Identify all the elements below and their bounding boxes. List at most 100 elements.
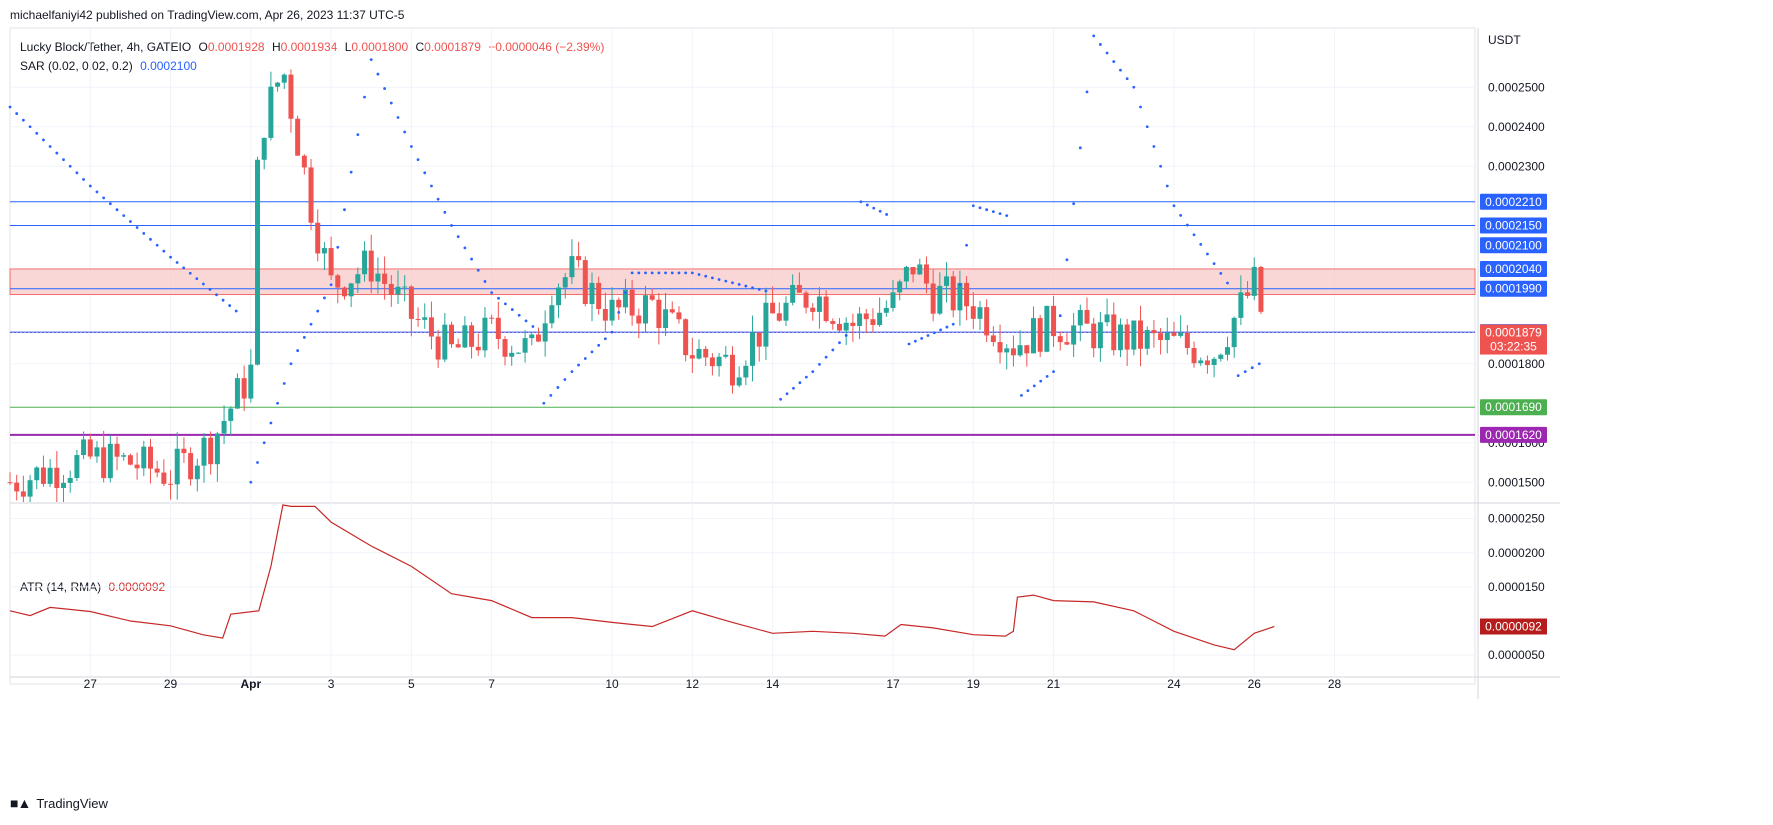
sar-dot [811,370,815,374]
candle-body [723,354,729,357]
axes: 27 29 Apr 3 5 7 10 12 14 17 19 21 24 26 28 0.0002500 0.0… [84,33,1545,691]
candle-body [897,281,903,293]
candle-body [362,250,368,275]
candle-body [549,305,555,324]
sar-dot [1139,105,1142,109]
candle-body [275,82,281,87]
candle-body [67,477,73,483]
atr-y-tick-label: 0.0000150 [1488,580,1545,594]
sar-dot [1098,43,1102,46]
sar-dot [1092,34,1096,38]
candle-body [281,74,287,83]
candle-body [221,420,227,434]
sar-dot [624,291,627,295]
sar-dot [8,105,12,109]
sar-dot [450,224,453,227]
price-tag [1480,280,1547,297]
price-tag-label: 0.0002150 [1485,219,1542,233]
candle-body [1084,309,1090,324]
candle-body [255,159,261,365]
sar-dot [1045,374,1049,378]
candle-body [1171,332,1177,336]
price-tag-label: 0.0002100 [1485,238,1542,252]
candle-body [1251,266,1257,296]
sar-dot [208,288,212,291]
candle-body [475,346,481,351]
sar-dot [1219,271,1223,275]
sar-dot [162,249,166,253]
sar-dot [1145,125,1149,129]
sar-dot [1250,366,1254,370]
sar-legend: SAR (0.02, 0.02, 0.2) 0.0002100 [20,59,197,73]
candle-body [830,321,836,324]
sar-dot [838,341,841,345]
sar-dot [824,355,828,359]
chart-canvas[interactable]: 27 29 Apr 3 5 7 10 12 14 17 19 21 24 26 28 0.0002500 0.0… [0,0,1773,790]
sar-dot [958,283,962,287]
candle-body [449,324,455,345]
atr-value-tag [1480,618,1547,635]
sar-dot [483,280,487,283]
candle-body [1111,314,1117,351]
candle-body [114,443,120,457]
sar-dot [704,274,708,278]
sar-dot [1152,145,1156,148]
sar-dot [135,226,139,229]
sar-dot [369,58,373,61]
sar-label[interactable]: SAR (0.02, 0.02, 0.2) [20,59,133,73]
sar-dot [215,293,218,297]
sar-dot [1243,370,1247,374]
sar-dot [1039,379,1043,383]
sar-dot [971,204,975,208]
candle-body [174,448,180,485]
candle-body [382,273,388,284]
tradingview-logo-icon: ■▲ [10,795,31,811]
candle-body [977,307,983,319]
sar-dot [436,197,440,201]
symbol-title[interactable]: Lucky Block/Tether, 4h, GATEIO [20,40,192,54]
x-tick-label: 3 [328,677,335,691]
candle-body [616,299,622,308]
candle-body [930,283,936,314]
candle-body [883,307,889,313]
candle-body [1071,325,1077,345]
sar-dot [276,401,279,405]
sar-dot [476,268,480,272]
sar-dot [1058,314,1062,318]
candle-body [134,464,140,469]
candle-body [843,322,849,331]
sar-dot [302,336,306,339]
sar-dot [872,206,876,210]
sar-dot [978,206,982,210]
sar-dot [1212,262,1216,266]
sar-dot [423,171,427,175]
sar-dot [48,145,52,148]
y-tick-label: 0.0001800 [1488,357,1545,371]
candle-body [629,289,635,316]
candle-body [970,306,976,319]
candle-body [415,318,421,320]
tradingview-footer[interactable]: ■▲ TradingView [10,795,108,811]
candle-body [984,307,990,336]
candle-body [890,292,896,308]
sar-dot [1078,146,1082,150]
x-tick-label: 10 [605,677,619,691]
candle-body [301,155,307,168]
candle-body [643,295,649,324]
candle-body [455,344,461,348]
sar-dot [356,133,360,137]
price-tag-label: 0.0002210 [1485,195,1542,209]
candle-body [863,313,869,320]
candle-body [1064,342,1070,345]
candle-body [1057,336,1063,343]
sar-dot [690,271,694,275]
sar-dot [664,271,667,275]
candle-body [375,273,381,282]
x-tick-label: 26 [1248,677,1262,691]
sar-dot [289,362,293,366]
candle-body [54,467,60,488]
sar-dot [21,118,25,122]
candle-body [1097,322,1103,349]
candle-body [469,325,475,347]
candle-body [850,322,856,326]
